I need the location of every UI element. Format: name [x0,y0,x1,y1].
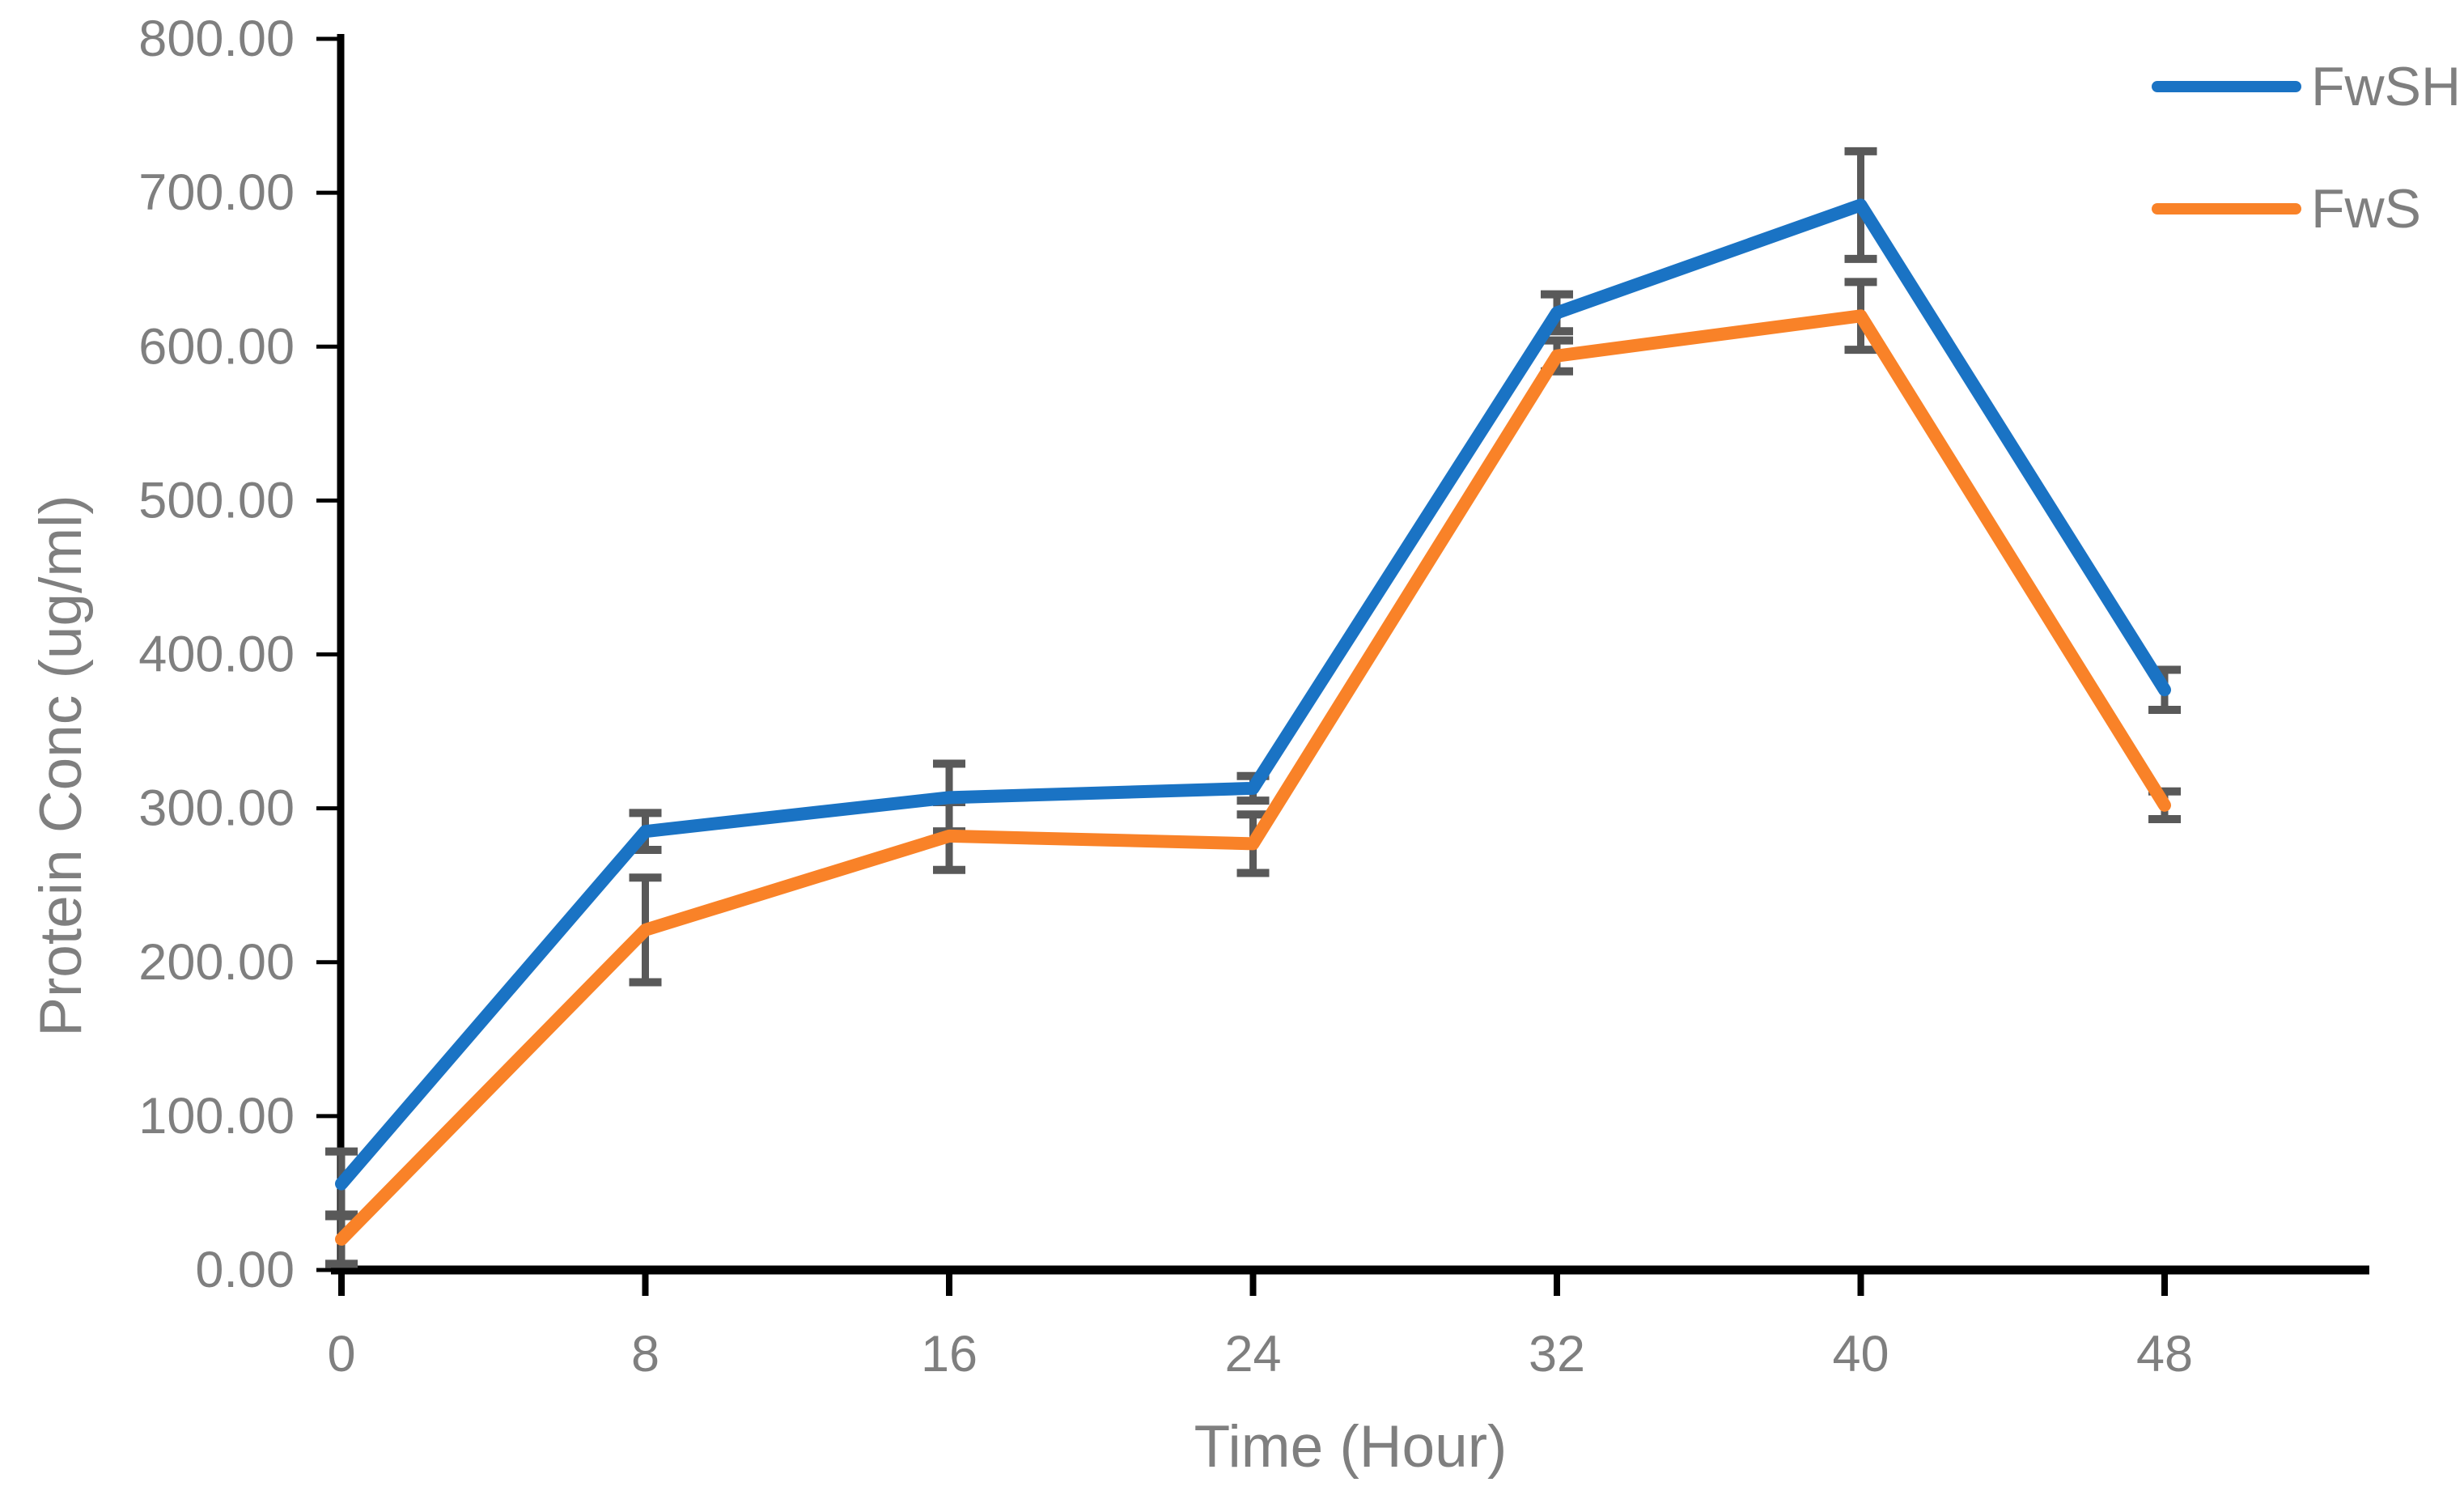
y-tick-label: 400.00 [138,626,295,683]
x-tick-label: 40 [1832,1326,1889,1382]
series-line-fwsh [335,198,2171,1191]
x-axis-title: Time (Hour) [1194,1414,1508,1480]
tick-labels: 0.00 100.00 200.00 300.00 400.00 500.00 600.00… [138,11,2193,1382]
y-tick-label: 700.00 [138,164,295,221]
axis-ticks [316,36,2168,1296]
y-tick-label: 500.00 [138,472,295,529]
y-tick-label: 800.00 [138,11,295,67]
y-axis-title: Protein Conc (ug/ml) [28,495,94,1036]
x-tick-label: 32 [1529,1326,1585,1382]
y-tick-label: 600.00 [138,318,295,375]
y-tick-label: 300.00 [138,780,295,837]
y-tick-label: 0.00 [195,1242,295,1298]
x-tick-label: 48 [2136,1326,2193,1382]
legend-label-fwsh: FwSH [2311,56,2461,117]
legend-item-fwsh: FwSH [2152,56,2461,117]
legend: FwSH FwS [2152,56,2461,240]
axes [331,34,2369,1275]
x-tick-label: 16 [921,1326,978,1382]
series-line-fws [335,309,2171,1246]
x-tick-label: 8 [631,1326,659,1382]
series-lines [335,198,2171,1246]
y-tick-label: 200.00 [138,934,295,991]
legend-item-fws: FwS [2152,178,2421,240]
legend-label-fws: FwS [2311,178,2421,240]
x-tick-label: 0 [327,1326,355,1382]
y-tick-label: 100.00 [138,1088,295,1145]
x-tick-label: 24 [1224,1326,1281,1382]
error-bars [325,147,2181,1268]
